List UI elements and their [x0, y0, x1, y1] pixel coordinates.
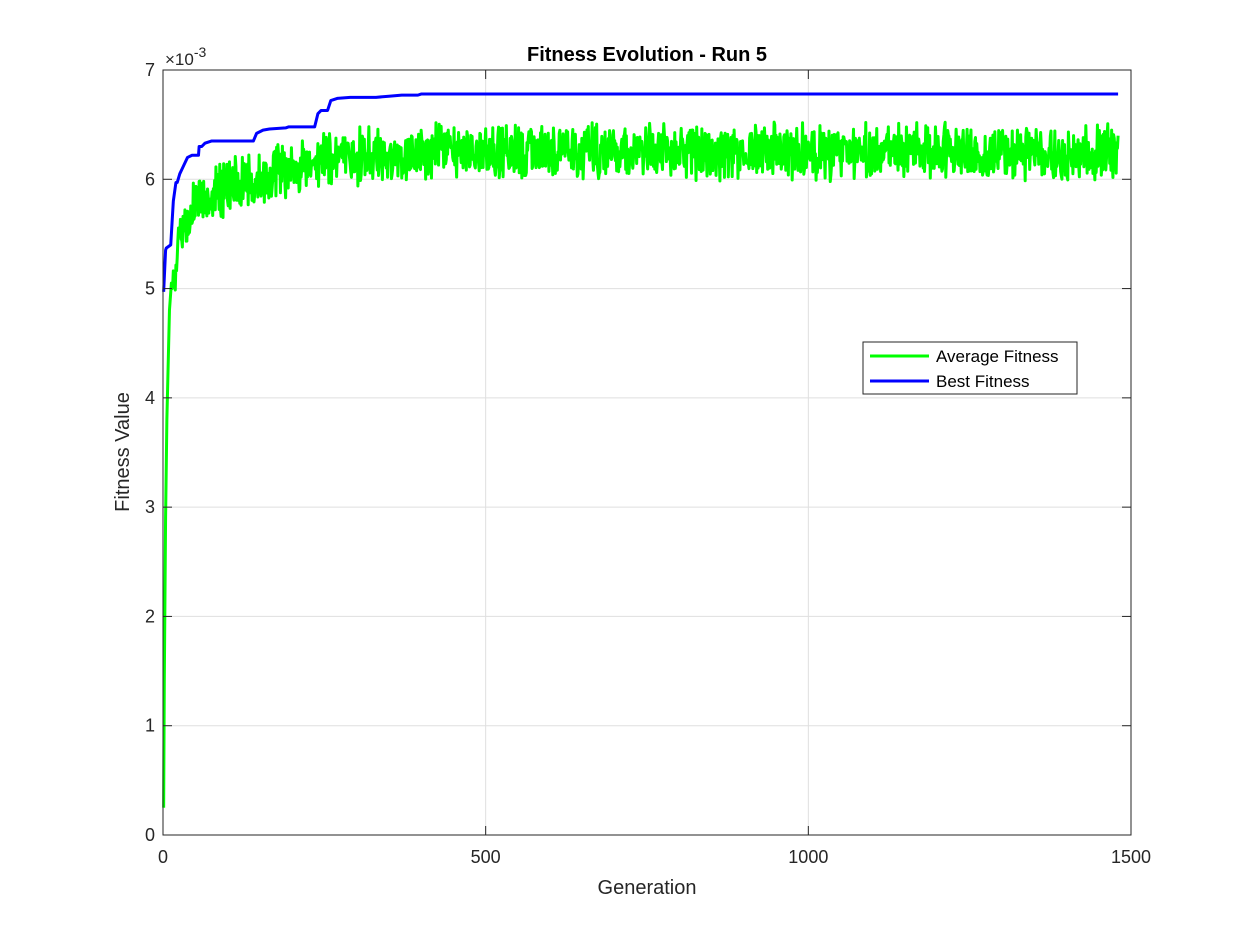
- y-tick-label: 7: [145, 60, 155, 80]
- y-exponent-label: ×10-3: [165, 44, 207, 69]
- y-tick-label: 3: [145, 497, 155, 517]
- legend[interactable]: Average Fitness Best Fitness: [862, 341, 1078, 395]
- y-tick-label: 5: [145, 279, 155, 299]
- y-tick-label: 0: [145, 825, 155, 845]
- y-axis-label: Fitness Value: [112, 392, 134, 512]
- axes-box: [162, 69, 1132, 836]
- tick-labels: 0 500 1000 1500 0 1 2 3 4 5 6 7: [145, 60, 1151, 867]
- grid: [163, 70, 1131, 835]
- average-fitness-line: [162, 120, 1120, 808]
- x-axis-label: Generation: [598, 877, 697, 899]
- x-tick-label: 1500: [1111, 847, 1151, 867]
- y-tick-label: 4: [145, 388, 155, 408]
- series-layer: [162, 92, 1120, 808]
- plot-background: [163, 70, 1131, 835]
- axes: [162, 69, 1132, 836]
- plot-area: [163, 70, 1131, 835]
- x-tick-label: 500: [471, 847, 501, 867]
- exponent-power: -3: [194, 44, 207, 60]
- legend-label-best-fitness: Best Fitness: [936, 372, 1030, 391]
- x-tick-label: 1000: [788, 847, 828, 867]
- legend-label-average-fitness: Average Fitness: [936, 347, 1059, 366]
- exponent-base: ×10: [165, 50, 194, 69]
- chart-title: Fitness Evolution - Run 5: [527, 44, 767, 66]
- y-exponent-text: ×10-3: [165, 44, 207, 69]
- legend-box: [862, 341, 1078, 395]
- x-tick-label: 0: [158, 847, 168, 867]
- y-tick-label: 2: [145, 606, 155, 626]
- best-fitness-line: [162, 92, 1119, 292]
- y-tick-label: 1: [145, 716, 155, 736]
- y-tick-label: 6: [145, 169, 155, 189]
